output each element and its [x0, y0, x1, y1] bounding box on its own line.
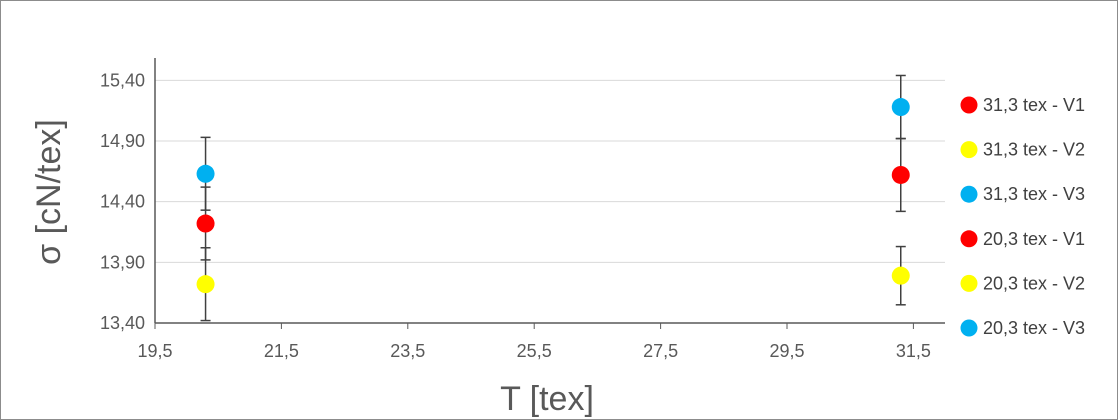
- legend-label: 31,3 tex - V2: [983, 140, 1085, 160]
- legend-marker: [960, 230, 978, 248]
- y-tick-label: 14,40: [100, 192, 145, 212]
- legend-marker: [960, 319, 978, 337]
- legend-label: 20,3 tex - V2: [983, 273, 1085, 293]
- legend-label: 31,3 tex - V3: [983, 184, 1085, 204]
- legend-label: 20,3 tex - V3: [983, 318, 1085, 338]
- error-bars: [200, 74, 906, 322]
- y-tick-labels: 13,40 13,90 14,40 14,90 15,40: [100, 70, 145, 333]
- x-axis-title: T [tex]: [500, 380, 594, 418]
- y-tick-label: 13,40: [100, 313, 145, 333]
- legend-marker: [960, 141, 978, 159]
- data-point: [196, 164, 215, 183]
- data-point: [196, 214, 215, 233]
- y-axis-title: σ [cN/tex]: [30, 119, 68, 265]
- legend-marker: [960, 96, 978, 114]
- x-tick-label: 29,5: [769, 341, 804, 361]
- x-tick-labels: 19,5 21,5 23,5 25,5 27,5 29,5 31,5: [137, 341, 930, 361]
- y-tick-label: 13,90: [100, 252, 145, 272]
- data-point: [891, 266, 910, 285]
- axes: [154, 58, 945, 329]
- x-tick-label: 25,5: [517, 341, 552, 361]
- y-tick-label: 14,90: [100, 131, 145, 151]
- legend: 31,3 tex - V1 31,3 tex - V2 31,3 tex - V3 2…: [960, 95, 1085, 338]
- legend-marker: [960, 185, 978, 203]
- data-point: [891, 165, 910, 184]
- y-tick-label: 15,40: [100, 70, 145, 90]
- x-tick-label: 31,5: [896, 341, 931, 361]
- legend-label: 20,3 tex - V1: [983, 229, 1085, 249]
- data-point: [891, 98, 910, 117]
- legend-marker: [960, 274, 978, 292]
- x-tick-label: 19,5: [137, 341, 172, 361]
- data-points: [196, 98, 910, 294]
- grid-lines: [155, 79, 945, 263]
- legend-label: 31,3 tex - V1: [983, 95, 1085, 115]
- x-tick-label: 21,5: [264, 341, 299, 361]
- data-point: [196, 275, 215, 294]
- x-tick-label: 27,5: [643, 341, 678, 361]
- x-tick-label: 23,5: [390, 341, 425, 361]
